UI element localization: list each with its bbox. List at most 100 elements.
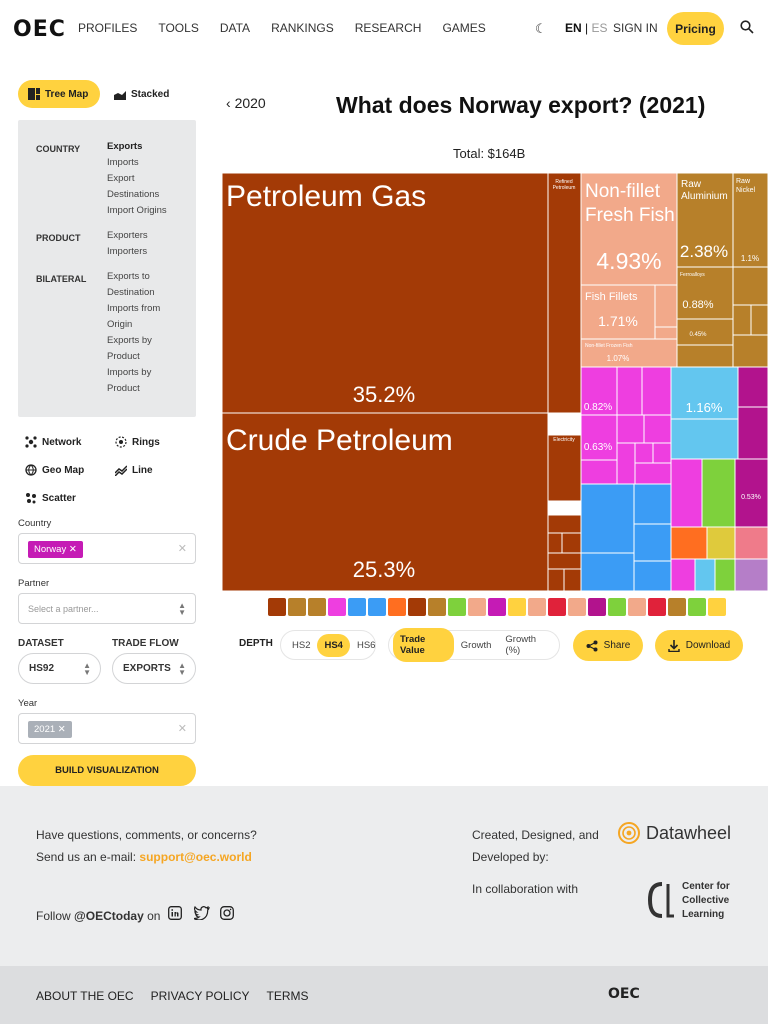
cell-passenger-ships[interactable] [670,366,739,420]
cell-chemicals[interactable] [616,414,645,444]
cell-chemicals[interactable] [643,414,672,444]
cell-mineral-minor[interactable] [547,552,582,570]
section-filter-icon[interactable] [568,598,586,616]
menu-exports-by-product[interactable]: Product [107,351,140,362]
menu-imports-from[interactable]: Imports from [107,303,161,314]
previous-year-link[interactable]: ‹ 2020 [226,95,266,111]
cell-plastics[interactable] [737,406,768,460]
section-filter-icon[interactable] [308,598,326,616]
section-filter-icon[interactable] [268,598,286,616]
footer-email-link[interactable]: support@oec.world [139,850,252,864]
cell-platinum[interactable] [734,458,768,528]
cell-metals-minor[interactable] [750,304,768,336]
menu-imports-by[interactable]: Imports by [107,367,152,378]
section-filter-icon[interactable] [708,598,726,616]
menu-imports-from-origin[interactable]: Origin [107,319,133,330]
depth-hs6[interactable]: HS6 [356,639,376,651]
download-button[interactable]: Download [655,630,743,661]
build-visualization-button[interactable]: BUILD VISUALIZATION [18,755,196,786]
lang-en[interactable]: EN [565,21,582,35]
metric-trade-value[interactable]: Trade Value [393,628,454,662]
chip-remove-icon[interactable]: ✕ [68,544,77,555]
cell-nonfillet-fresh-fish[interactable] [580,173,678,286]
section-filter-icon[interactable] [668,598,686,616]
depth-hs2[interactable]: HS2 [292,639,311,651]
cell-fish-minor[interactable] [654,284,678,328]
cell-chemicals[interactable] [634,462,672,485]
viz-geomap-button[interactable]: Geo Map [25,456,84,484]
menu-imports-by-product[interactable]: Product [107,383,140,394]
cell-metals-minor[interactable] [732,266,768,306]
section-filter-icon[interactable] [388,598,406,616]
moon-icon[interactable]: ☾ [535,21,547,36]
cell-plastics[interactable] [737,366,768,408]
cell-misc[interactable] [706,526,736,560]
cell-misc[interactable] [670,526,708,560]
cell-misc[interactable] [734,558,768,591]
nav-profiles[interactable]: PROFILES [78,21,138,35]
search-icon[interactable] [740,20,754,39]
twitter-handle[interactable]: @OECtoday [74,909,144,923]
clear-icon[interactable]: ✕ [177,723,187,735]
nav-research[interactable]: RESEARCH [354,21,422,35]
cell-chemicals[interactable] [616,442,636,485]
menu-export-dest-2[interactable]: Destinations [107,189,160,200]
cell-machines[interactable] [633,483,672,525]
metric-growth-pct[interactable]: Growth (%) [505,634,537,656]
about-link[interactable]: ABOUT THE OEC [36,989,134,1003]
menu-export-dest-1[interactable]: Export [107,173,135,184]
cell-mineral-minor[interactable] [547,568,565,591]
cell-misc[interactable] [701,458,736,528]
menu-exports-to[interactable]: Exports to [107,271,150,282]
cell-petroleum-gas[interactable] [222,173,549,414]
cell-metals-minor[interactable] [676,344,734,368]
menu-importers[interactable]: Importers [107,246,148,257]
section-filter-icon[interactable] [628,598,646,616]
section-filter-icon[interactable] [468,598,486,616]
cell-fish-minor[interactable] [654,326,678,340]
twitter-icon[interactable] [193,905,210,921]
menu-exports-by[interactable]: Exports by [107,335,152,346]
cell-machines[interactable] [633,560,672,591]
cell-refined-petroleum[interactable] [547,173,582,414]
section-filter-icon[interactable] [528,598,546,616]
section-filter-icon[interactable] [368,598,386,616]
menu-imports[interactable]: Imports [107,157,139,168]
menu-import-origins[interactable]: Import Origins [107,205,167,216]
share-button[interactable]: Share [573,630,643,661]
cell-metals-minor[interactable] [732,334,768,368]
nav-data[interactable]: DATA [219,21,251,35]
country-chip[interactable]: Norway ✕ [28,541,83,558]
chip-remove-icon[interactable]: ✕ [57,724,66,735]
nav-tools[interactable]: TOOLS [158,21,199,35]
section-filter-icon[interactable] [328,598,346,616]
nav-games[interactable]: GAMES [442,21,486,35]
language-switcher[interactable]: EN | ES [565,21,608,35]
viz-stacked-button[interactable]: Stacked [114,80,169,108]
section-filter-icon[interactable] [688,598,706,616]
viz-rings-button[interactable]: Rings [115,428,160,456]
section-filter-icon[interactable] [548,598,566,616]
viz-scatter-button[interactable]: Scatter [25,484,76,512]
cell-misc[interactable] [694,558,716,591]
pricing-button[interactable]: Pricing [667,12,724,45]
cell-metals-minor[interactable] [732,304,752,336]
viz-network-button[interactable]: Network [25,428,81,456]
cell-machines[interactable] [580,552,635,591]
privacy-link[interactable]: PRIVACY POLICY [150,989,250,1003]
menu-exports[interactable]: Exports [107,141,143,152]
lang-es[interactable]: ES [591,21,608,35]
signin-link[interactable]: SIGN IN [613,21,658,35]
cell-misc[interactable] [670,558,696,591]
section-filter-icon[interactable] [408,598,426,616]
cell-aluminium-plate[interactable] [676,318,734,346]
section-filter-icon[interactable] [488,598,506,616]
clear-icon[interactable]: ✕ [177,543,187,555]
section-filter-icon[interactable] [348,598,366,616]
cell-misc[interactable] [734,526,768,560]
cell-mineral-minor[interactable] [563,568,582,591]
section-filter-icon[interactable] [428,598,446,616]
cell-electricity[interactable] [547,434,582,502]
tradeflow-select[interactable]: EXPORTS ▲ ▼ [112,653,196,684]
cell-crude-petroleum[interactable] [222,412,549,591]
